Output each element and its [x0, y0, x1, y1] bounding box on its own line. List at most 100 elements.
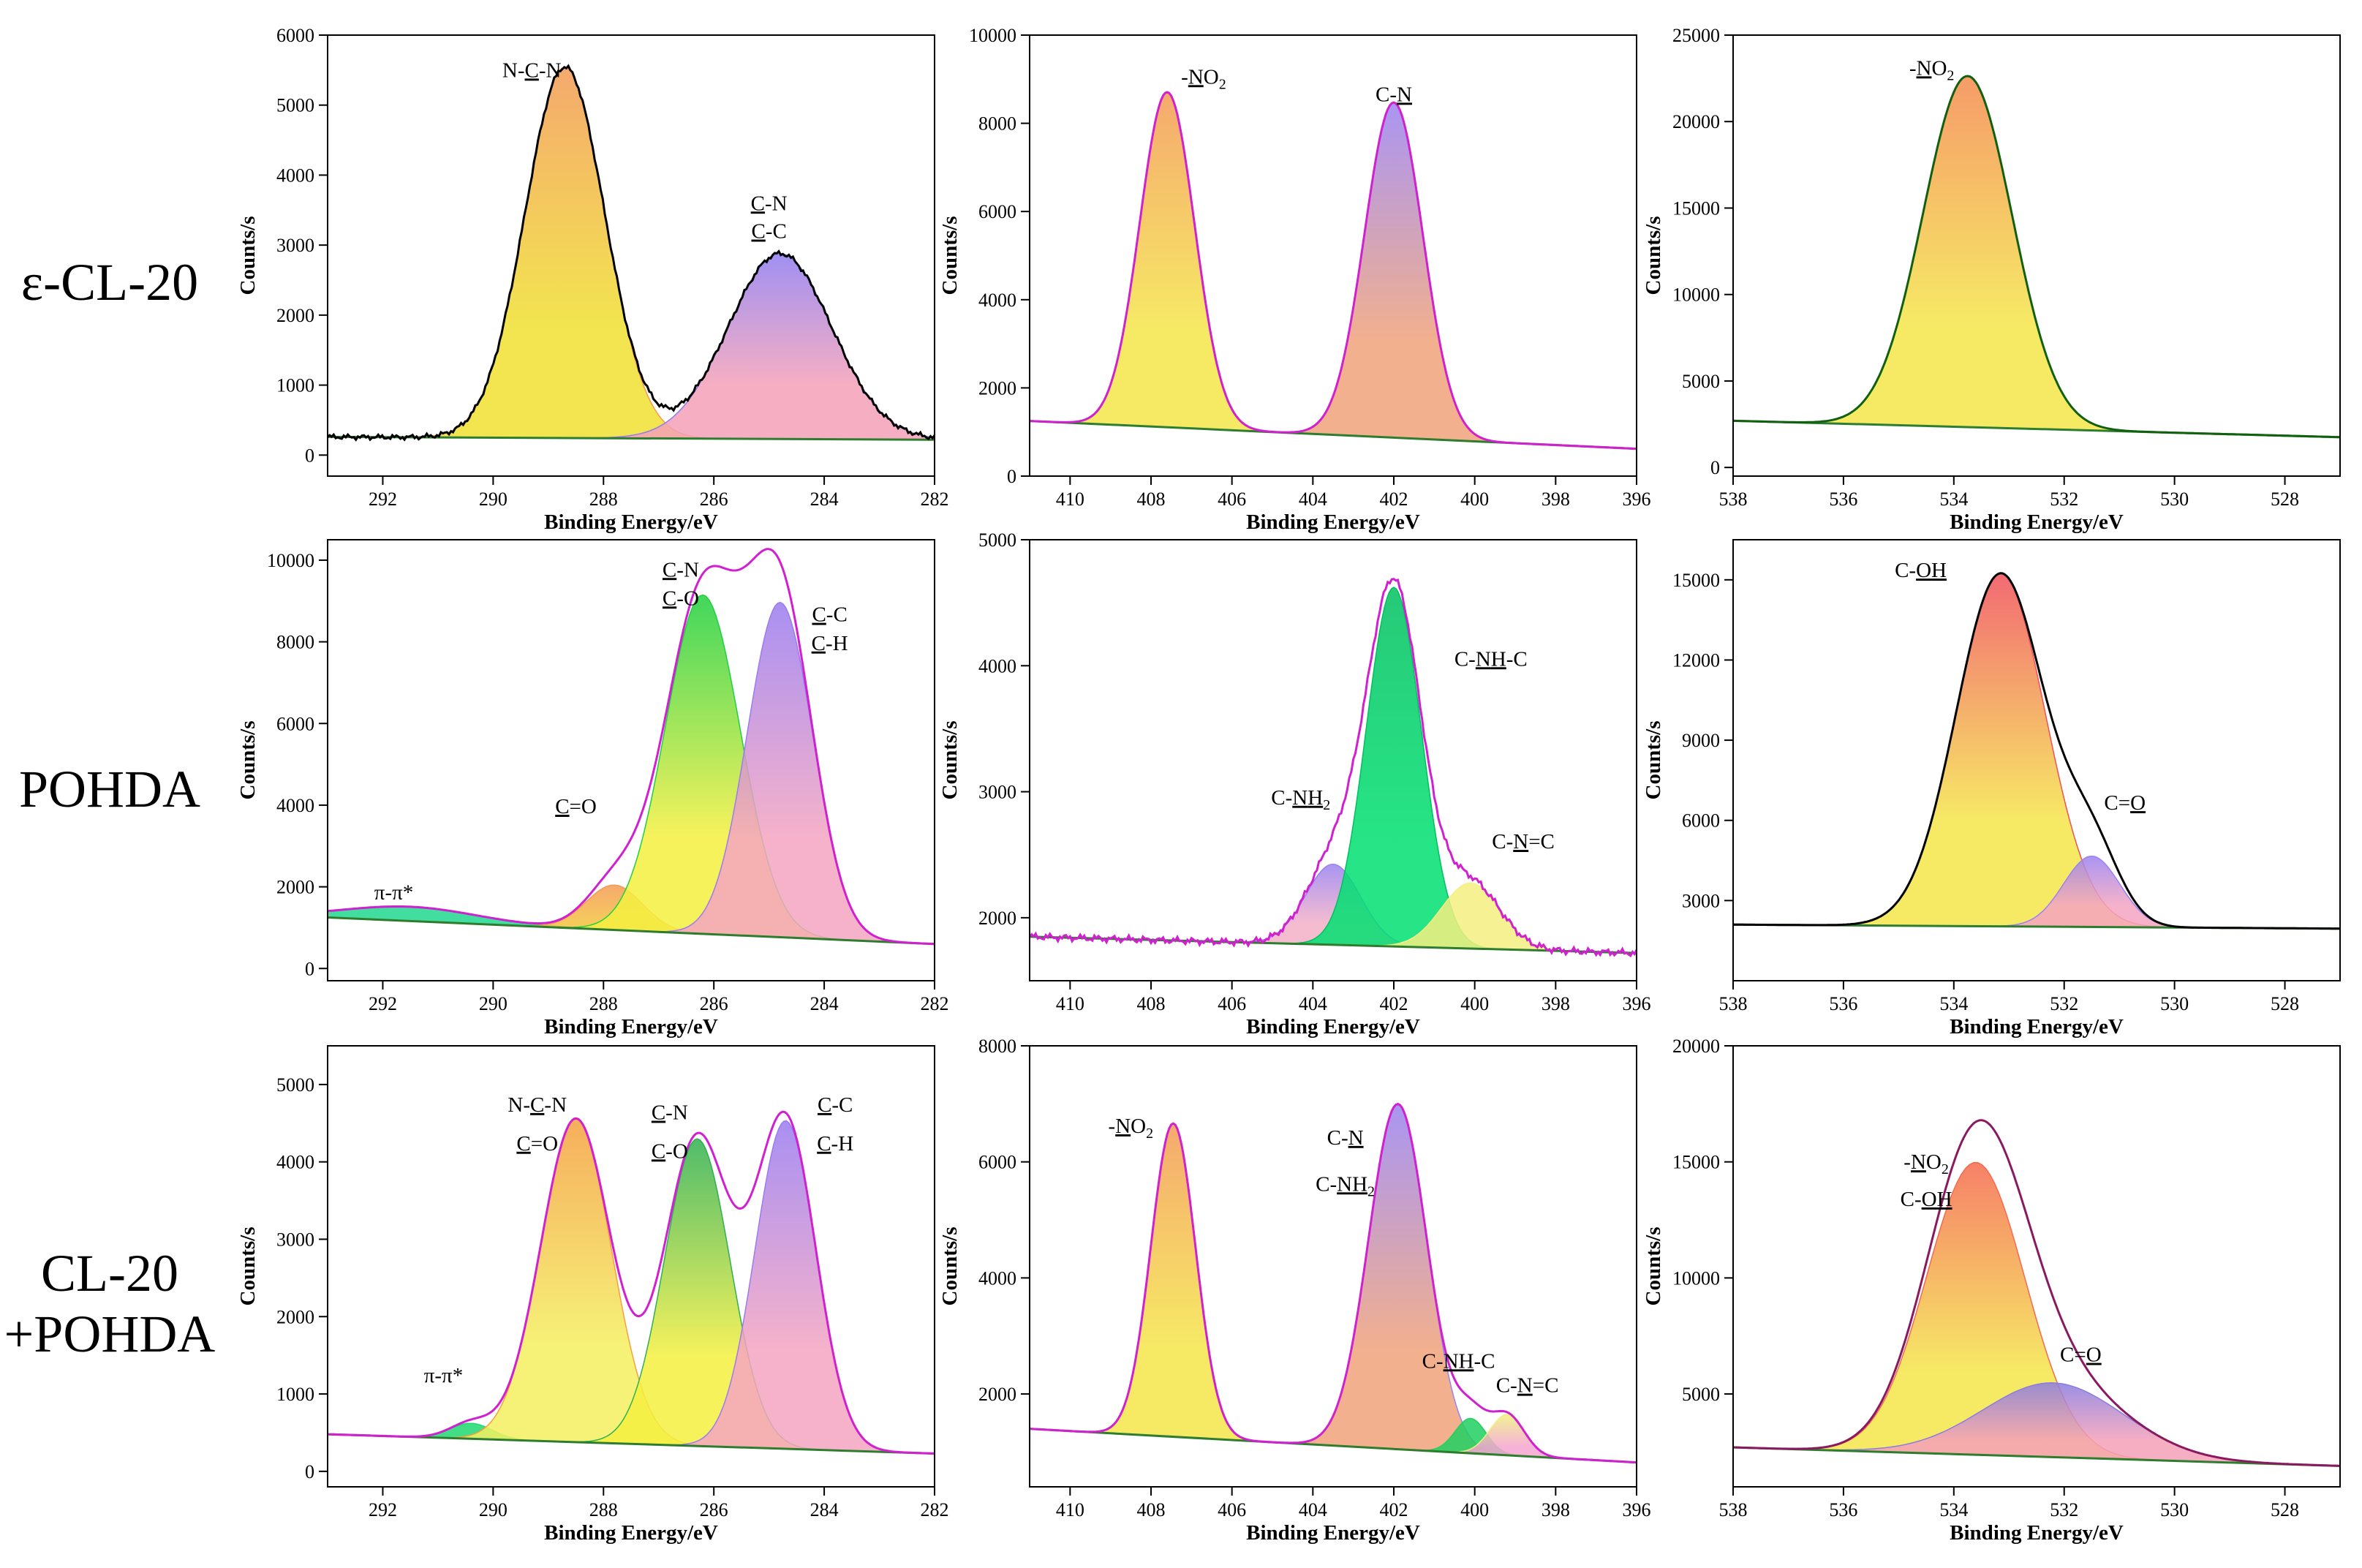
xps-panel-7: 292 290 288 286 284 282 0 1000 2000 3000 4000 5000 B… [236, 1045, 949, 1545]
x-tick-label: 534 [1939, 993, 1968, 1014]
envelope-line [1030, 1102, 1637, 1464]
y-tick-label: 1000 [276, 1384, 314, 1405]
plot-frame [1029, 34, 1637, 477]
y-tick-label: 5000 [276, 95, 314, 116]
y-axis-title: Counts/s [236, 216, 260, 295]
x-tick-label: 284 [810, 1499, 839, 1520]
y-tick-label: 2000 [276, 305, 314, 326]
y-tick-label: 6000 [1682, 810, 1720, 832]
peak-component [1770, 573, 2232, 929]
x-tick-label: 402 [1380, 993, 1408, 1014]
peak-label: C=O [516, 1132, 558, 1156]
plot-frame [1732, 539, 2341, 981]
x-axis-title: Binding Energy/eV [1246, 510, 1420, 534]
x-tick-label: 282 [921, 993, 949, 1014]
x-tick-label: 286 [700, 1499, 728, 1520]
x-tick-label: 398 [1542, 489, 1570, 510]
y-tick-label: 8000 [276, 632, 314, 653]
x-tick-label: 290 [479, 993, 508, 1014]
x-tick-label: 396 [1623, 489, 1651, 510]
envelope-line [1733, 1119, 2340, 1467]
y-tick-label: 8000 [978, 1036, 1016, 1057]
peak-label: C-H [812, 632, 848, 655]
peak-label: π-π* [374, 881, 413, 904]
y-tick-label: 5000 [978, 529, 1016, 551]
x-tick-label: 408 [1137, 993, 1166, 1014]
peak-component [1246, 1103, 1550, 1458]
x-axis-title: Binding Energy/eV [1950, 510, 2124, 534]
y-tick-label: 0 [305, 445, 314, 466]
peak-component [1057, 1123, 1289, 1444]
xps-panel-1: 292 290 288 286 284 282 0 1000 2000 3000 4000 5000 6… [236, 25, 949, 534]
peak-label: -NO2 [1109, 1115, 1154, 1142]
peak-label: -NO2 [1909, 56, 1955, 83]
peak-label: C=O [2060, 1343, 2102, 1367]
xps-panel-5: 410 408 406 404 402 400 398 396 2000 3000 4000 5000… [938, 529, 1651, 1039]
y-tick-label: 12000 [1672, 649, 1720, 671]
y-axis-title: Counts/s [938, 216, 962, 295]
peak-component [1242, 102, 1545, 445]
peak-component [1251, 587, 1536, 951]
x-tick-label: 396 [1623, 993, 1651, 1014]
xps-chart-7: 292 290 288 286 284 282 0 1000 2000 3000 4000 5000 B… [236, 1045, 949, 1545]
x-axis-title: Binding Energy/eV [544, 1015, 718, 1039]
y-tick-label: 2000 [276, 877, 314, 898]
x-axis-title: Binding Energy/eV [544, 510, 718, 534]
peak-component [1737, 75, 2199, 434]
peak-label: N-C-N [502, 59, 562, 82]
x-tick-label: 532 [2050, 489, 2078, 510]
x-tick-label: 396 [1623, 1499, 1651, 1520]
x-axis-title: Binding Energy/eV [1246, 1015, 1420, 1039]
peak-label: C-OH [1901, 1188, 1952, 1211]
x-tick-label: 400 [1460, 993, 1489, 1014]
peak-label: C-N [663, 558, 699, 581]
plot-frame [1732, 1045, 2341, 1488]
peak-label: C-N [1376, 83, 1412, 106]
y-tick-label: 15000 [1672, 570, 1720, 591]
peak-label: π-π* [424, 1364, 463, 1387]
plot-area [328, 1110, 935, 1455]
y-tick-label: 2000 [276, 1306, 314, 1327]
y-tick-label: 0 [305, 958, 314, 979]
x-tick-label: 528 [2271, 489, 2299, 510]
y-tick-label: 4000 [978, 655, 1016, 676]
x-tick-label: 284 [810, 489, 839, 510]
y-tick-label: 3000 [1682, 890, 1720, 911]
y-tick-label: 1000 [276, 375, 314, 396]
x-tick-label: 538 [1719, 993, 1748, 1014]
peak-label: C=O [2104, 791, 2146, 815]
x-tick-label: 534 [1939, 1499, 1968, 1520]
y-axis-title: Counts/s [236, 1227, 260, 1306]
x-tick-label: 400 [1460, 1499, 1489, 1520]
y-tick-label: 0 [305, 1461, 314, 1482]
y-tick-label: 10000 [969, 25, 1016, 46]
y-tick-label: 20000 [1672, 111, 1720, 132]
y-tick-label: 4000 [276, 1152, 314, 1173]
y-tick-label: 15000 [1672, 197, 1720, 219]
plot-area [1733, 1119, 2340, 1467]
xps-chart-3: 538 536 534 532 530 528 0 5000 10000 15000 20000 25… [1642, 25, 2341, 534]
y-tick-label: 6000 [978, 201, 1016, 222]
x-tick-label: 398 [1542, 993, 1570, 1014]
background-line [1030, 1428, 1637, 1464]
plot-area [328, 548, 935, 946]
peak-label: C-N [1327, 1126, 1364, 1150]
y-tick-label: 0 [1007, 466, 1016, 487]
plot-area [1030, 1102, 1637, 1464]
xps-panel-2: 410 408 406 404 402 400 398 396 0 2000 4000 6000 800… [938, 25, 1651, 534]
peak-label: -NO2 [1181, 65, 1226, 92]
plot-frame [327, 539, 935, 981]
plot-frame [1029, 1045, 1637, 1488]
peak-label: C-NH2 [1271, 786, 1330, 813]
y-tick-label: 4000 [978, 1267, 1016, 1289]
x-tick-label: 286 [700, 993, 728, 1014]
x-tick-label: 410 [1056, 993, 1084, 1014]
xps-panel-4: 292 290 288 286 284 282 0 2000 4000 6000 8000 10000… [236, 539, 949, 1039]
peak-label: C=O [555, 795, 597, 818]
x-tick-label: 284 [810, 993, 839, 1014]
y-tick-label: 6000 [276, 713, 314, 734]
y-axis-title: Counts/s [1642, 721, 1665, 800]
x-tick-label: 292 [369, 993, 397, 1014]
y-axis-title: Counts/s [1642, 216, 1665, 295]
xps-panel-8: 410 408 406 404 402 400 398 396 2000 4000 6000 8000… [938, 1036, 1651, 1545]
